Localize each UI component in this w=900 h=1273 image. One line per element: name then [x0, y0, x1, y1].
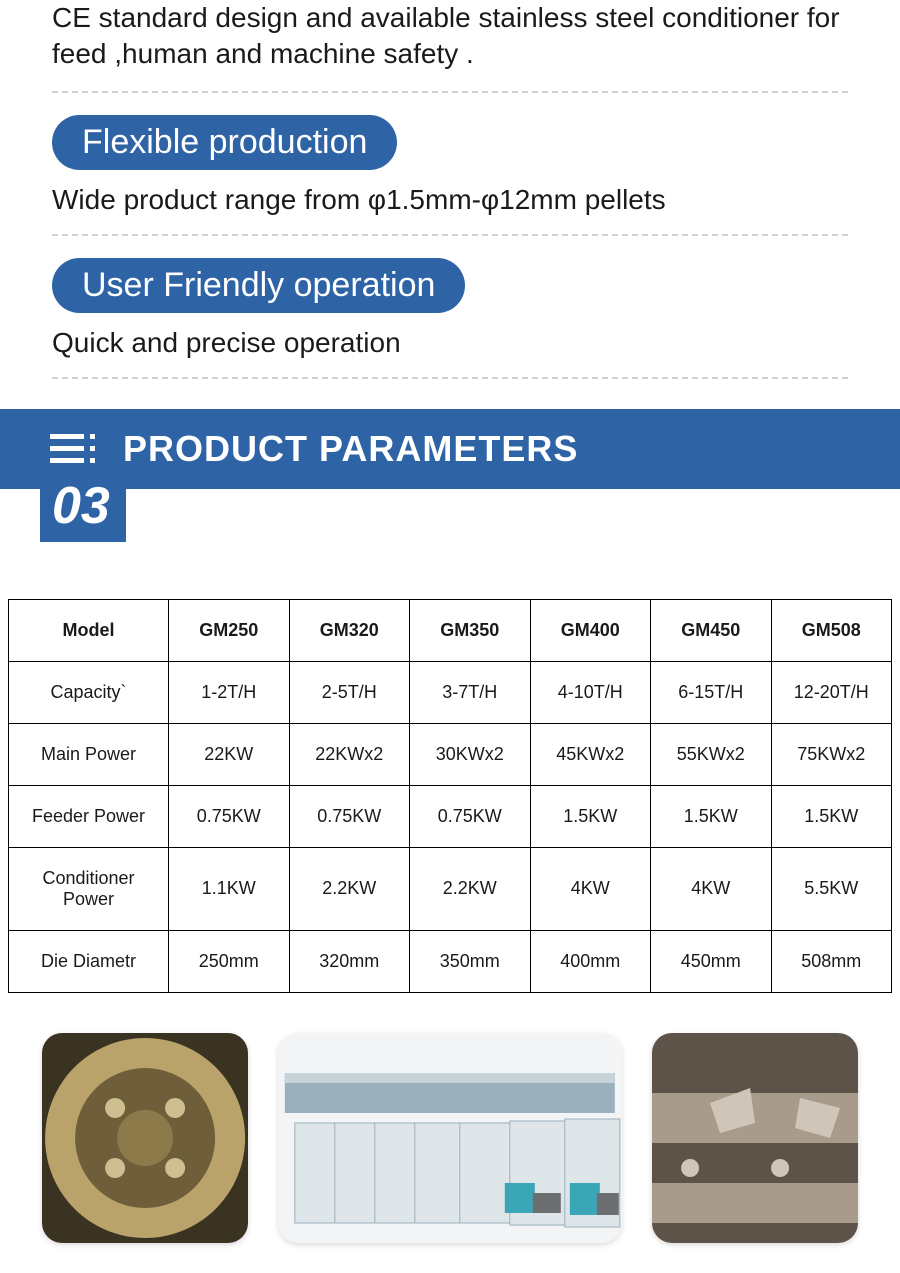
table-cell: 1.5KW: [771, 785, 892, 847]
product-parameters-banner: PRODUCT PARAMETERS 03: [0, 409, 900, 559]
menu-lines-icon: [50, 434, 95, 463]
table-cell: 6-15T/H: [651, 661, 772, 723]
table-cell: 4KW: [530, 847, 651, 930]
conditioner-internal-photo: [652, 1033, 858, 1243]
table-cell: 4KW: [651, 847, 772, 930]
divider: [52, 377, 848, 379]
banner-number: 03: [40, 474, 126, 542]
ce-standard-desc: CE standard design and available stainle…: [52, 0, 848, 73]
th-gm350: GM350: [410, 599, 531, 661]
table-cell: 320mm: [289, 930, 410, 992]
flexible-production-body: Wide product range from φ1.5mm-φ12mm pel…: [52, 184, 848, 216]
table-cell: 5.5KW: [771, 847, 892, 930]
table-cell: 250mm: [169, 930, 290, 992]
table-cell: 22KWx2: [289, 723, 410, 785]
table-cell: 22KW: [169, 723, 290, 785]
th-gm450: GM450: [651, 599, 772, 661]
table-header-row: Model GM250 GM320 GM350 GM400 GM450 GM50…: [9, 599, 892, 661]
table-cell: 1.1KW: [169, 847, 290, 930]
table-cell: 450mm: [651, 930, 772, 992]
die-closeup-photo: [42, 1033, 248, 1243]
table-cell: 3-7T/H: [410, 661, 531, 723]
th-gm508: GM508: [771, 599, 892, 661]
row-label: Capacity`: [9, 661, 169, 723]
table-row: Feeder Power0.75KW0.75KW0.75KW1.5KW1.5KW…: [9, 785, 892, 847]
th-model: Model: [9, 599, 169, 661]
table-row: Die Diametr250mm320mm350mm400mm450mm508m…: [9, 930, 892, 992]
table-cell: 1.5KW: [651, 785, 772, 847]
table-cell: 400mm: [530, 930, 651, 992]
table-cell: 75KWx2: [771, 723, 892, 785]
table-row: Capacity`1-2T/H2-5T/H3-7T/H4-10T/H6-15T/…: [9, 661, 892, 723]
row-label: Die Diametr: [9, 930, 169, 992]
table-cell: 2-5T/H: [289, 661, 410, 723]
table-cell: 45KWx2: [530, 723, 651, 785]
table-cell: 2.2KW: [289, 847, 410, 930]
pellet-mill-lineup-photo: [278, 1033, 622, 1243]
row-label: Feeder Power: [9, 785, 169, 847]
table-cell: 508mm: [771, 930, 892, 992]
row-label: Conditioner Power: [9, 847, 169, 930]
table-cell: 0.75KW: [410, 785, 531, 847]
flexible-production-pill: Flexible production: [52, 115, 397, 170]
th-gm400: GM400: [530, 599, 651, 661]
table-cell: 0.75KW: [289, 785, 410, 847]
divider: [52, 91, 848, 93]
banner-title: PRODUCT PARAMETERS: [123, 428, 578, 470]
parameters-table: Model GM250 GM320 GM350 GM400 GM450 GM50…: [8, 599, 892, 993]
table-cell: 1-2T/H: [169, 661, 290, 723]
table-cell: 55KWx2: [651, 723, 772, 785]
table-cell: 1.5KW: [530, 785, 651, 847]
table-cell: 12-20T/H: [771, 661, 892, 723]
table-cell: 0.75KW: [169, 785, 290, 847]
product-photo-gallery: [0, 993, 900, 1273]
table-cell: 350mm: [410, 930, 531, 992]
row-label: Main Power: [9, 723, 169, 785]
table-row: Conditioner Power1.1KW2.2KW2.2KW4KW4KW5.…: [9, 847, 892, 930]
th-gm250: GM250: [169, 599, 290, 661]
table-row: Main Power22KW22KWx230KWx245KWx255KWx275…: [9, 723, 892, 785]
table-cell: 2.2KW: [410, 847, 531, 930]
th-gm320: GM320: [289, 599, 410, 661]
table-cell: 4-10T/H: [530, 661, 651, 723]
divider: [52, 234, 848, 236]
user-friendly-body: Quick and precise operation: [52, 327, 848, 359]
user-friendly-pill: User Friendly operation: [52, 258, 465, 313]
table-cell: 30KWx2: [410, 723, 531, 785]
